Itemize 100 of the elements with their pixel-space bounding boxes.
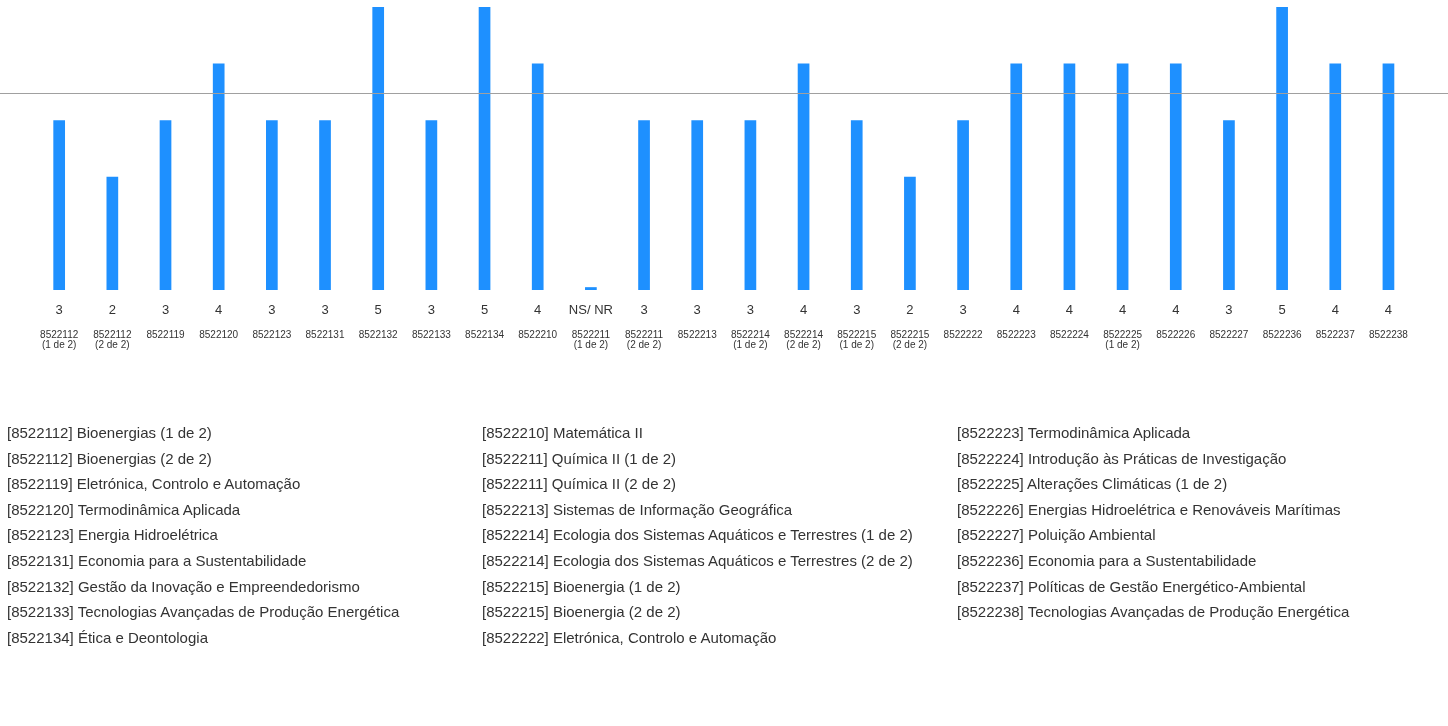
x-tick-label: 8522227 — [1209, 328, 1249, 340]
data-label: 3 — [427, 301, 435, 317]
bar — [1169, 63, 1182, 290]
bar — [1329, 63, 1342, 290]
bar — [53, 120, 66, 290]
x-tick-label: 8522132 — [358, 328, 399, 340]
data-label: 5 — [374, 301, 382, 317]
data-label: 5 — [1278, 301, 1286, 317]
x-tick-label: 8522214 (2 de 2) — [784, 328, 824, 350]
data-label: 3 — [1225, 301, 1233, 317]
bar — [1116, 63, 1129, 290]
bar — [744, 120, 757, 290]
text: [8522112] Bioenergias (1 de 2) — [7, 423, 213, 443]
bar — [159, 120, 172, 290]
text: [8522211] Química II (1 de 2) — [482, 448, 677, 469]
data-label: 4 — [799, 301, 808, 317]
bar — [372, 7, 385, 290]
x-tick-label: 8522131 — [305, 328, 345, 340]
text: [8522213] Sistemas de Informação Geográfica — [482, 499, 794, 520]
text: [8522210] Matemática II — [482, 423, 644, 443]
x-tick-label: 8522133 — [411, 328, 452, 340]
text: [8522226] Energias Hidroelétrica e Renováveis Marítimas — [957, 499, 1342, 520]
bar — [1223, 120, 1235, 290]
text: [8522238] Tecnologias Avançadas de Produção Energética — [957, 602, 1351, 623]
text: [8522237] Políticas de Gestão Energético-Ambiental — [957, 576, 1307, 597]
text: [8522236] Economia para a Sustentabilidade — [957, 550, 1258, 571]
data-label: NS/ NR — [568, 301, 613, 317]
bar — [319, 120, 331, 290]
x-tick-label: 8522224 — [1049, 328, 1090, 340]
x-tick-label: 8522215 (1 de 2) — [837, 328, 877, 350]
text: [8522215] Bioenergia (2 de 2) — [482, 602, 682, 623]
data-label: 4 — [1384, 301, 1393, 317]
text: [8522214] Ecologia dos Sistemas Aquáticos e Terrestres (1 de 2) — [482, 525, 914, 546]
text: [8522132] Gestão da Inovação e Empreendedorismo — [7, 576, 361, 597]
text: [8522112] Bioenergias (2 de 2) — [7, 448, 213, 469]
x-tick-label: 8522120 — [199, 328, 239, 340]
text: [8522215] Bioenergia (1 de 2) — [482, 576, 682, 597]
x-tick-label: 8522213 — [677, 328, 718, 340]
data-label: 4 — [534, 301, 542, 317]
text: [8522131] Economia para a Sustentabilidade — [7, 550, 308, 571]
data-label: 4 — [1331, 301, 1339, 317]
text: [8522134] Ética e Deontologia — [7, 627, 209, 648]
data-label: 3 — [55, 301, 63, 317]
text: [8522222] Eletrónica, Controlo e Automação — [482, 627, 778, 648]
data-label: 4 — [1012, 301, 1020, 317]
data-label: 3 — [161, 301, 170, 317]
data-label: 3 — [693, 301, 701, 317]
data-label: 4 — [1118, 301, 1127, 317]
text: [8522225] Alterações Climáticas (1 de 2) — [957, 474, 1229, 495]
bar — [957, 120, 969, 290]
data-label: 3 — [853, 301, 861, 317]
data-label: 3 — [959, 301, 967, 317]
text: [8522123] Energia Hidroelétrica — [7, 525, 219, 546]
bar — [106, 176, 119, 290]
x-tick-label: 8522225 (1 de 2) — [1103, 328, 1143, 350]
data-label: 3 — [746, 301, 755, 317]
text: [8522223] Termodinâmica Aplicada — [957, 423, 1192, 443]
bar — [850, 120, 863, 290]
data-label: 2 — [108, 301, 116, 317]
x-tick-label: 8522134 — [465, 328, 505, 340]
x-tick-label: 8522123 — [252, 328, 292, 340]
data-label: 2 — [906, 301, 914, 317]
bar — [904, 176, 916, 290]
bar — [212, 63, 225, 290]
x-tick-label: 8522112 (1 de 2) — [40, 328, 79, 350]
bar — [266, 120, 278, 290]
bar — [797, 63, 810, 290]
data-label: 3 — [640, 301, 648, 317]
data-label: 4 — [1172, 301, 1180, 317]
data-label: 3 — [268, 301, 276, 317]
x-tick-label: 8522222 — [943, 328, 983, 340]
x-tick-label: 8522214 (1 de 2) — [730, 328, 771, 350]
bar — [1382, 63, 1395, 290]
x-tick-label: 8522119 — [146, 328, 186, 340]
data-label: 3 — [321, 301, 329, 317]
x-tick-label: 8522238 — [1368, 328, 1409, 340]
bar — [585, 287, 597, 290]
x-tick-label: 8522215 (2 de 2) — [890, 328, 930, 350]
data-label: 4 — [215, 301, 223, 317]
x-tick-label: 8522210 — [518, 328, 558, 340]
bar — [1276, 7, 1288, 290]
text: [8522214] Ecologia dos Sistemas Aquáticos e Terrestres (2 de 2) — [482, 550, 914, 571]
text: [8522120] Termodinâmica Aplicada — [7, 499, 242, 520]
text: [8522211] Química II (2 de 2) — [482, 474, 677, 495]
bar — [531, 63, 544, 290]
x-tick-label: 8522211 (2 de 2) — [624, 328, 664, 350]
x-tick-label: 8522112 (2 de 2) — [93, 328, 132, 350]
bar — [691, 120, 704, 290]
text: [8522224] Introdução às Práticas de Investigação — [957, 448, 1288, 469]
x-tick-label: 8522237 — [1315, 328, 1356, 340]
bar — [478, 7, 491, 290]
data-label: 4 — [1065, 301, 1074, 317]
text: [8522119] Eletrónica, Controlo e Automação — [7, 474, 302, 495]
bar — [638, 120, 650, 290]
bar — [1010, 63, 1023, 290]
bar — [425, 120, 438, 290]
x-tick-label: 8522223 — [996, 328, 1037, 340]
x-tick-label: 8522236 — [1262, 328, 1303, 340]
x-tick-label: 8522211 (1 de 2) — [571, 328, 611, 350]
text: [8522133] Tecnologias Avançadas de Produção Energética — [7, 602, 401, 623]
